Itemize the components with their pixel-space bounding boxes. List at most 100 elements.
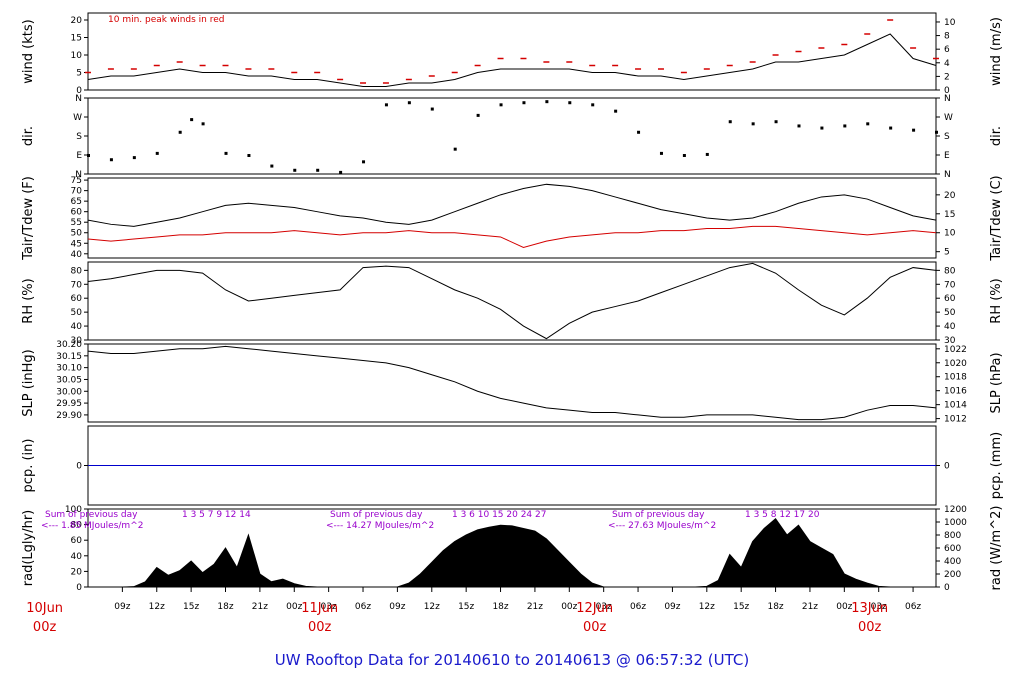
dir-point	[87, 154, 90, 157]
panel-frame	[87, 261, 937, 341]
ylabel-right: Tair/Tdew (C)	[989, 175, 1004, 261]
ylabel-right: rad (W/m^2)	[989, 506, 1004, 591]
series-line-tdew	[87, 225, 937, 249]
dir-point	[224, 151, 228, 155]
ylabel-right: wind (m/s)	[989, 17, 1004, 86]
ylabel-left: Tair/Tdew (F)	[21, 176, 36, 261]
panel-frame	[87, 12, 937, 91]
dir-point	[774, 120, 778, 124]
dir-point	[155, 151, 159, 155]
ytick-label-left: W	[73, 113, 82, 123]
ytick-label-left: 29.95	[56, 399, 82, 409]
ylabel-right: SLP (hPa)	[989, 352, 1004, 413]
daily-sum-value: <--- 1.85 MJoules/m^2	[41, 521, 143, 531]
dir-point	[866, 122, 870, 126]
ytick-label-left: 45	[71, 239, 82, 249]
ytick-label-left: 75	[71, 176, 82, 186]
panel-frame	[87, 177, 937, 259]
ytick-label-right: 80	[944, 266, 956, 276]
xtick-label: 09z	[389, 602, 405, 612]
dir-point	[270, 164, 274, 168]
ylabel-right: pcp. (mm)	[989, 432, 1004, 499]
ytick-label-left: 10	[71, 51, 83, 61]
panel-5: 0 0 pcp. (in) pcp. (mm)	[21, 425, 1004, 506]
panel-frame	[87, 97, 937, 175]
ytick-label-right: 600	[944, 544, 961, 554]
dir-point	[522, 101, 526, 105]
xtick-label: 03z	[871, 602, 887, 612]
dir-point	[499, 103, 503, 107]
ytick-label-right: 0	[944, 583, 950, 593]
ytick-label-right: N	[944, 170, 951, 180]
rad-area	[88, 518, 936, 588]
ytick-label-left: 40	[71, 250, 83, 260]
ytick-label-left: S	[76, 132, 82, 142]
ytick-label-right: 40	[944, 322, 956, 332]
wind-annotation: 10 min. peak winds in red	[108, 15, 225, 25]
daily-sum-value: <--- 14.27 MJoules/m^2	[326, 521, 434, 531]
dir-point	[568, 101, 572, 105]
daily-sum-label: Sum of previous day	[330, 510, 423, 520]
ytick-label-left: 30.10	[56, 364, 82, 374]
ytick-label-right: S	[944, 132, 950, 142]
dir-point	[545, 100, 549, 104]
ytick-label-left: 30.00	[56, 387, 82, 397]
ytick-label-left: 70	[71, 187, 83, 197]
dir-point	[682, 154, 686, 157]
dir-point	[293, 168, 297, 172]
dir-point	[132, 156, 136, 160]
xtick-label: 12z	[424, 602, 440, 612]
dir-point	[659, 151, 663, 155]
ytick-label-right: 800	[944, 531, 961, 541]
dir-point	[362, 160, 366, 164]
dir-point	[339, 170, 343, 174]
ytick-label-left: 100	[65, 505, 82, 515]
xtick-label: 12z	[699, 602, 715, 612]
panel-3: 30 40 50 60 70 80 30 40 50 60 70 80 RH (%) RH (%)	[21, 261, 1004, 346]
ytick-label-right: 1020	[944, 359, 967, 369]
ytick-label-right: 1016	[944, 387, 967, 397]
dir-point	[912, 128, 916, 132]
ylabel-left: pcp. (in)	[21, 439, 36, 493]
ytick-label-right: N	[944, 94, 951, 104]
ytick-label-right: 10	[944, 18, 956, 28]
dir-point	[935, 130, 938, 134]
dir-point	[247, 154, 251, 157]
day-label-hour: 00z	[583, 620, 607, 635]
xtick-label: 09z	[664, 602, 680, 612]
ytick-label-left: 65	[71, 197, 82, 207]
ytick-label-left: 29.90	[56, 411, 82, 421]
ytick-label-right: 4	[944, 59, 950, 69]
xtick-label: 12z	[149, 602, 165, 612]
ytick-label-left: 50	[71, 308, 83, 318]
dir-point	[430, 107, 434, 111]
ytick-label-right: 1012	[944, 415, 967, 425]
ytick-label-left: N	[75, 170, 82, 180]
xtick-label: 18z	[492, 602, 508, 612]
ytick-label-left: 60	[71, 208, 83, 218]
daily-sum-label: Sum of previous day	[612, 510, 705, 520]
panel-frame	[87, 343, 937, 423]
series-line-slp	[87, 345, 937, 421]
day-label-hour: 00z	[33, 620, 57, 635]
ylabel-left: wind (kts)	[21, 19, 36, 83]
ytick-label-right: 1022	[944, 345, 967, 355]
ytick-label-left: 20	[71, 16, 83, 26]
dir-point	[453, 147, 457, 151]
ytick-label-right: 10	[944, 229, 956, 239]
ytick-label-right: 200	[944, 570, 961, 580]
ytick-label-left: 30.05	[56, 375, 82, 385]
dir-point	[109, 158, 113, 162]
ytick-label-left: 0	[76, 86, 82, 96]
xtick-label: 06z	[905, 602, 921, 612]
ytick-label-left: 80	[71, 266, 83, 276]
dir-point	[190, 118, 194, 122]
hour-marks: 1 3 5 8 12 17 20	[745, 510, 820, 520]
dir-point	[843, 124, 847, 128]
series-line-rh	[87, 262, 937, 340]
ytick-label-right: 70	[944, 280, 956, 290]
xtick-label: 21z	[802, 602, 818, 612]
